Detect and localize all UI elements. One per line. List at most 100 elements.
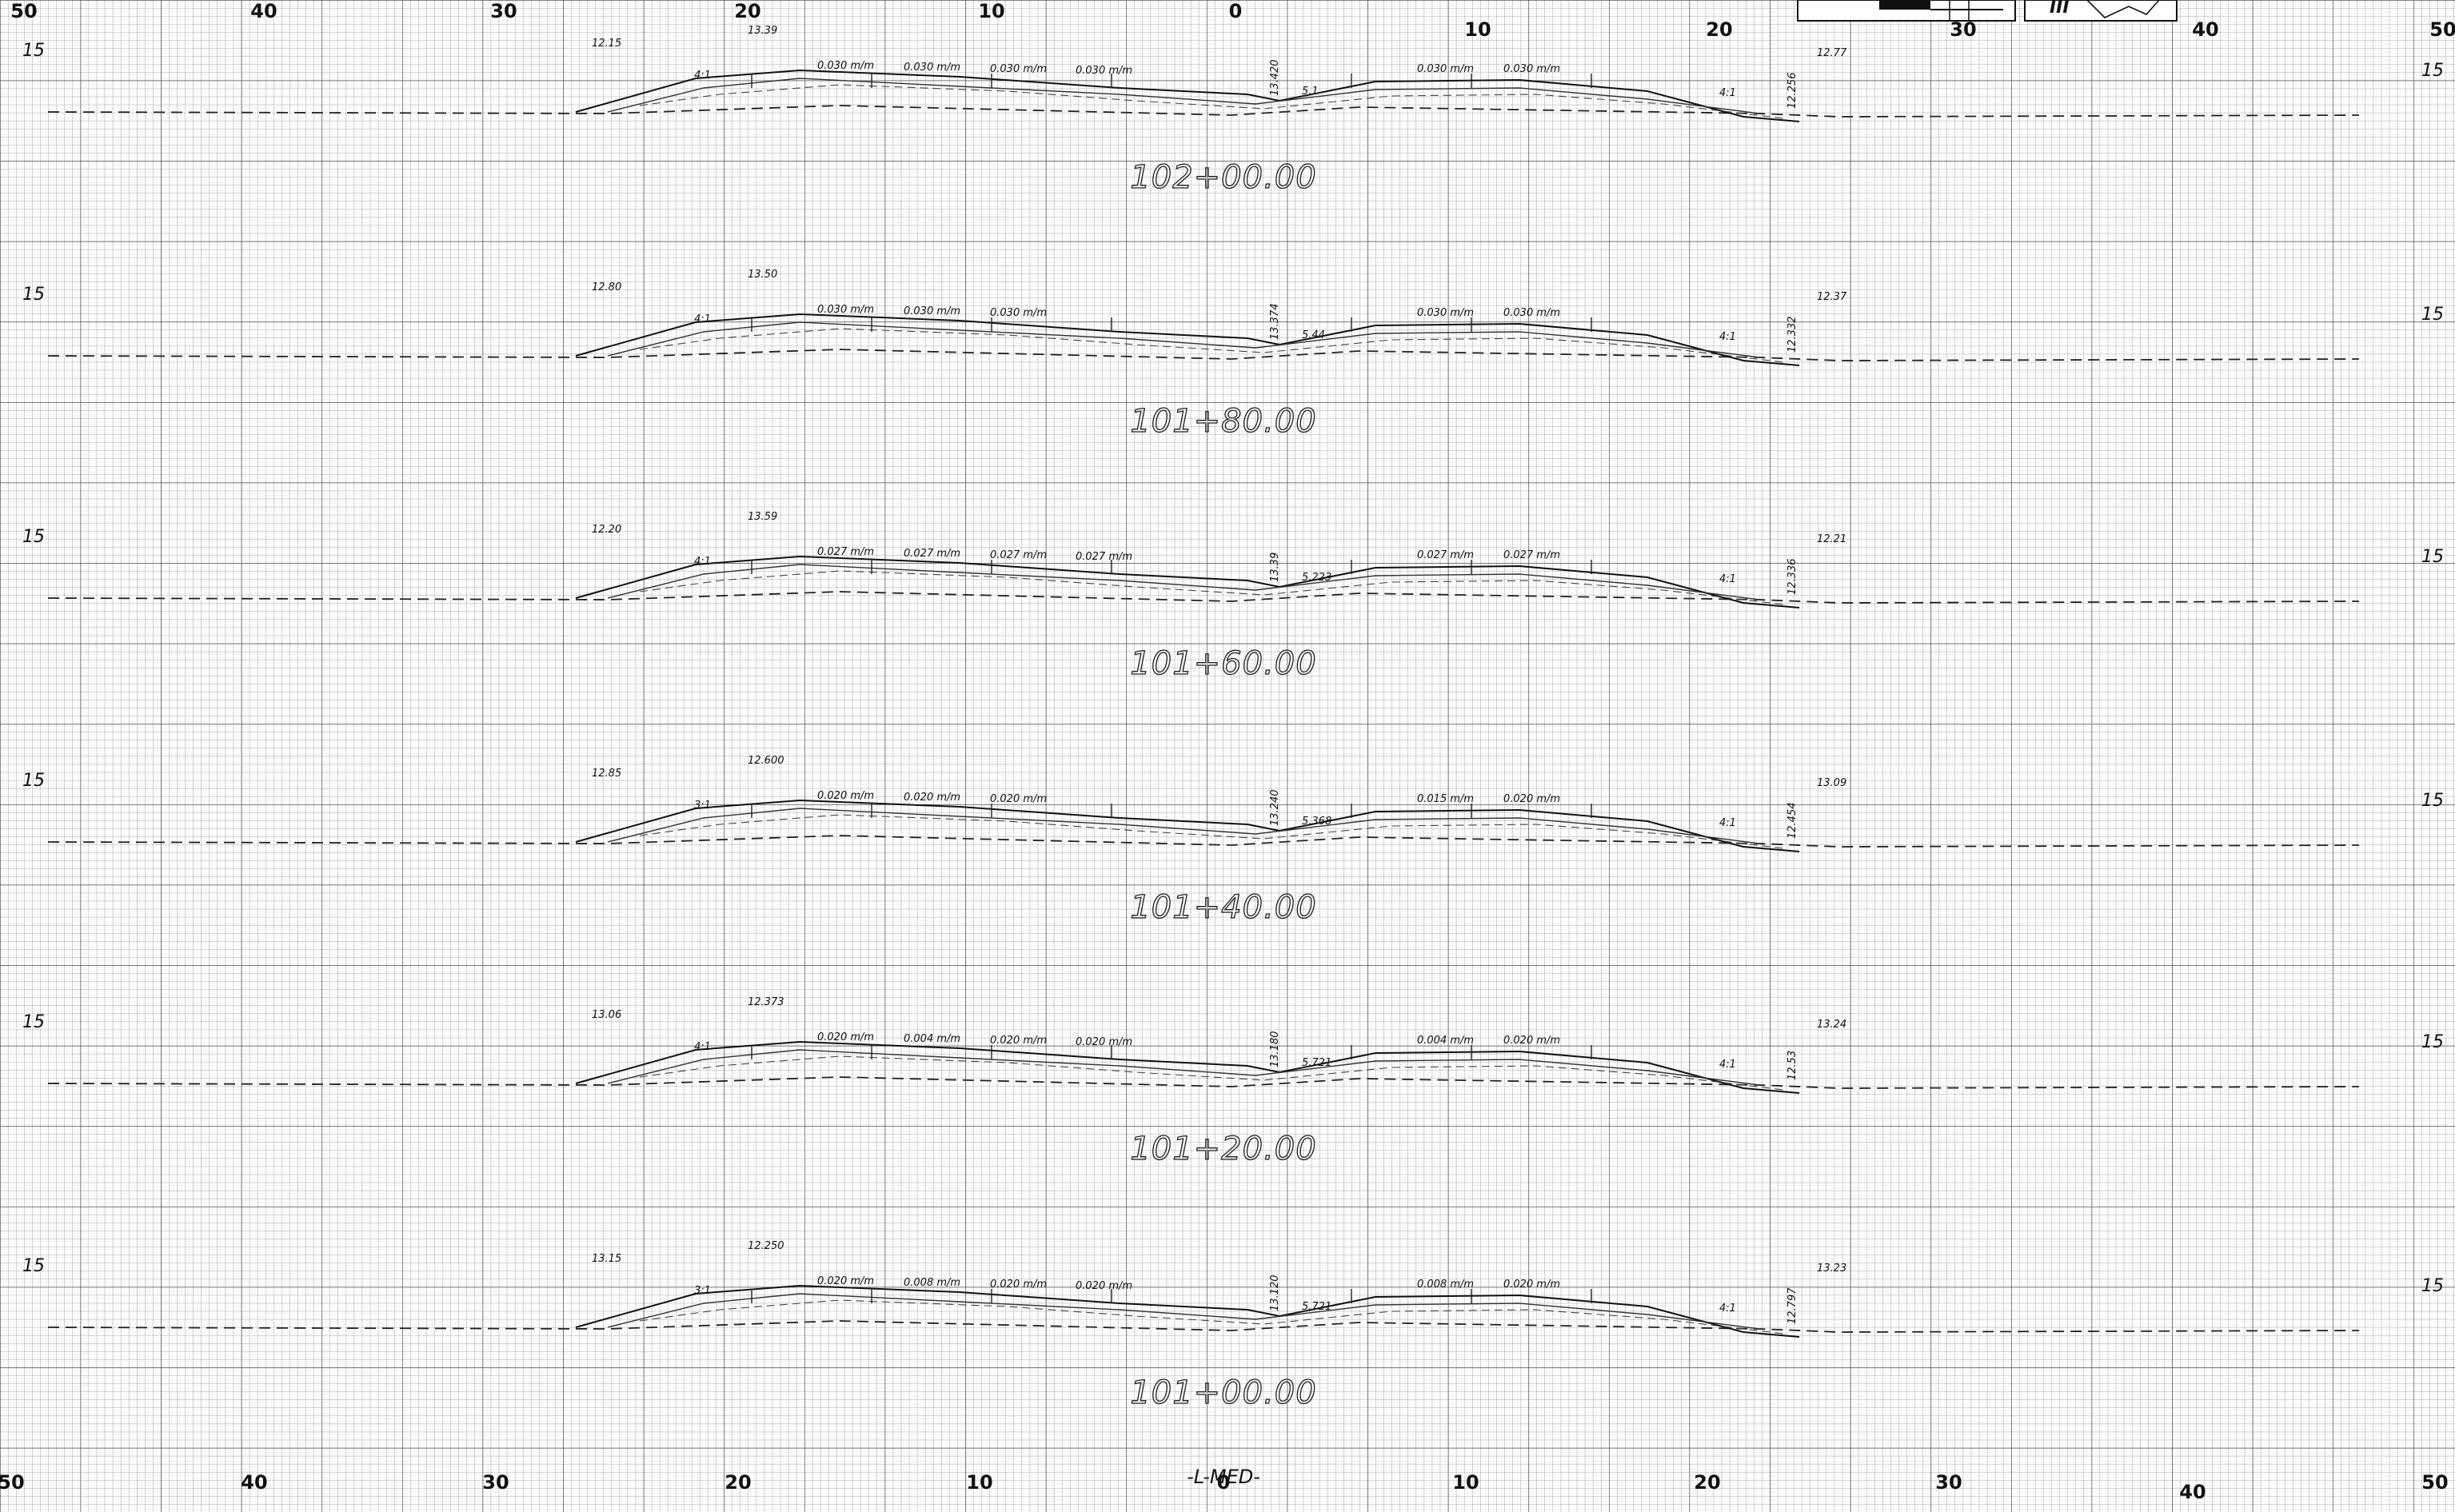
centerline-label: -L-MED-: [1187, 1466, 1260, 1488]
left-note: 12.85: [592, 768, 621, 780]
proposed-top-surface: [575, 555, 1800, 608]
center-offset: 5.44: [1302, 329, 1325, 341]
station-label: 101+80.00: [1130, 403, 1316, 440]
left-note: 12.373: [748, 996, 784, 1008]
station-label: 101+60.00: [1130, 645, 1316, 682]
slope-label: 0.030 m/m: [904, 62, 960, 74]
slope-label: 0.020 m/m: [817, 790, 874, 802]
slope-label: 0.004 m/m: [904, 1033, 960, 1045]
center-elevation: 13.120: [1269, 1275, 1281, 1312]
axis-tick-label: 10: [1452, 1471, 1479, 1494]
slope-label: 0.020 m/m: [1503, 1035, 1560, 1047]
elevation-label-right: 15: [2421, 61, 2444, 81]
axis-tick-label: 50: [2421, 1471, 2448, 1494]
right-note: 13.24: [1817, 1019, 1846, 1031]
existing-ground-line: [47, 591, 2360, 604]
side-slope-ratio: 4:1: [1719, 817, 1736, 829]
axis-tick-label: 0: [1229, 0, 1243, 22]
slope-label: 0.020 m/m: [1076, 1036, 1132, 1048]
slope-label: 0.027 m/m: [990, 549, 1047, 561]
slope-label: 0.030 m/m: [1076, 65, 1132, 77]
proposed-top-surface: [575, 1284, 1800, 1338]
left-note: 13.06: [592, 1009, 621, 1021]
side-slope-ratio: 4:1: [1719, 331, 1736, 343]
axis-tick-label: 20: [725, 1471, 751, 1494]
right-elevation: 12.256: [1786, 73, 1798, 110]
axis-tick-label: 30: [1950, 18, 1976, 41]
slope-label: 0.030 m/m: [1417, 63, 1474, 75]
left-note: 13.59: [748, 511, 777, 523]
legend-mark: III: [2050, 0, 2070, 18]
elevation-label-right: 15: [2421, 547, 2444, 567]
right-note: 12.77: [1817, 47, 1847, 59]
side-slope-ratio: 4:1: [1719, 1303, 1736, 1315]
center-offset: 5.368: [1302, 816, 1331, 828]
right-elevation: 12.332: [1786, 317, 1798, 353]
slope-label: 0.030 m/m: [990, 307, 1047, 319]
side-slope-ratio: 4:1: [694, 1041, 711, 1053]
existing-ground-line: [47, 1320, 2360, 1333]
left-note: 12.600: [748, 755, 784, 767]
side-slope-ratio: 3:1: [694, 1285, 711, 1297]
center-elevation: 13.39: [1269, 553, 1281, 582]
left-note: 13.15: [592, 1253, 621, 1265]
center-elevation: 13.420: [1269, 60, 1281, 97]
cross-section: 15 15 12.15 13.39 12.77 0.030 m/m 0.030 m/m 0.0…: [22, 25, 2444, 197]
slope-label: 0.020 m/m: [990, 1279, 1047, 1291]
slope-label: 0.027 m/m: [1417, 549, 1474, 561]
center-offset: 5.721: [1302, 1301, 1331, 1313]
side-slope-ratio: 4:1: [1719, 87, 1736, 99]
side-slope-ratio: 4:1: [1719, 573, 1736, 585]
slope-label: 0.027 m/m: [817, 546, 874, 558]
slope-label: 0.030 m/m: [1503, 307, 1560, 319]
legend-box: III: [1797, 0, 2178, 22]
axis-tick-label: 30: [1935, 1471, 1962, 1494]
slope-label: 0.008 m/m: [1417, 1279, 1474, 1291]
side-slope-ratio: 4:1: [694, 313, 711, 325]
right-elevation: 12.454: [1786, 803, 1798, 840]
slope-label: 0.020 m/m: [1503, 1279, 1560, 1291]
cross-section: 15 15 13.15 12.250 13.23 0.020 m/m 0.008 m/m 0.…: [22, 1240, 2444, 1412]
subgrade-line: [639, 570, 1784, 605]
centerline-label-group: -L-MED-: [1187, 1466, 1260, 1488]
axis-tick-label: 10: [978, 0, 1004, 22]
center-offset: 5.1: [1302, 86, 1319, 98]
proposed-top-surface: [575, 1040, 1800, 1094]
subgrade-line: [639, 84, 1784, 119]
elevation-label-left: 15: [22, 41, 45, 61]
slope-label: 0.027 m/m: [1076, 551, 1132, 563]
slope-label: 0.020 m/m: [817, 1275, 874, 1287]
elevation-label-left: 15: [22, 1256, 45, 1276]
slope-label: 0.004 m/m: [1417, 1035, 1474, 1047]
existing-ground-line: [47, 1076, 2360, 1089]
subgrade-line: [639, 1055, 1784, 1091]
axis-tick-label: 10: [1464, 18, 1491, 41]
slope-label: 0.020 m/m: [1503, 793, 1560, 805]
slope-label: 0.015 m/m: [1417, 793, 1474, 805]
subgrade-line: [639, 328, 1784, 363]
left-note: 13.50: [748, 269, 777, 281]
axis-tick-label: 20: [734, 0, 760, 22]
axis-tick-label: 20: [1706, 18, 1732, 41]
existing-ground-line: [47, 835, 2360, 848]
center-offset: 5.223: [1302, 572, 1331, 584]
side-slope-ratio: 4:1: [694, 556, 711, 568]
right-note: 13.23: [1817, 1263, 1846, 1275]
sections: 15 15 12.15 13.39 12.77 0.030 m/m 0.030 m/m 0.0…: [22, 25, 2444, 1412]
center-elevation: 13.374: [1269, 304, 1281, 341]
subgrade-line: [639, 814, 1784, 849]
left-note: 13.39: [748, 25, 777, 37]
right-note: 12.21: [1817, 533, 1846, 545]
slope-label: 0.030 m/m: [817, 304, 874, 316]
side-slope-ratio: 3:1: [694, 800, 711, 812]
existing-ground-line: [47, 105, 2360, 118]
slope-label: 0.030 m/m: [1417, 307, 1474, 319]
center-elevation: 13.180: [1269, 1031, 1281, 1068]
right-elevation: 12.53: [1786, 1051, 1798, 1080]
elevation-label-right: 15: [2421, 1276, 2444, 1296]
elevation-label-left: 15: [22, 285, 45, 305]
slope-label: 0.030 m/m: [990, 63, 1047, 75]
slope-label: 0.030 m/m: [904, 305, 960, 317]
